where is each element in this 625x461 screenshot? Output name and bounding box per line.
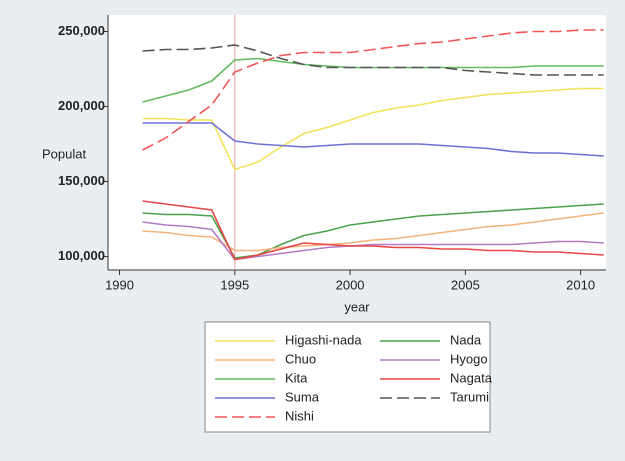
y-tick-label: 200,000 [58,98,105,113]
legend-label: Nagata [450,370,493,385]
series-line [142,212,604,252]
series-line [142,221,604,261]
series-line [142,57,604,103]
x-tick-label: 2010 [566,277,595,292]
x-axis-label: year [344,299,370,314]
legend-label: Chuo [285,351,316,366]
series-line [142,203,604,259]
legend-label: Kita [285,370,308,385]
x-tick-label: 2005 [451,277,480,292]
legend-label: Suma [285,389,320,404]
series-line [142,29,604,151]
series-line [142,87,604,171]
series-line [142,200,604,261]
y-axis-label: Populat [42,146,86,161]
x-tick-label: 2000 [336,277,365,292]
y-tick-label: 250,000 [58,23,105,38]
x-tick-label: 1990 [105,277,134,292]
legend-label: Nada [450,332,482,347]
y-tick-label: 150,000 [58,173,105,188]
series-line [142,122,604,157]
y-tick-label: 100,000 [58,248,105,263]
legend-label: Nishi [285,408,314,423]
legend-label: Tarumi [450,389,489,404]
legend-label: Hyogo [450,351,488,366]
legend-label: Higashi-nada [285,332,362,347]
x-tick-label: 1995 [220,277,249,292]
series-line [142,44,604,76]
plot-area [108,15,606,270]
